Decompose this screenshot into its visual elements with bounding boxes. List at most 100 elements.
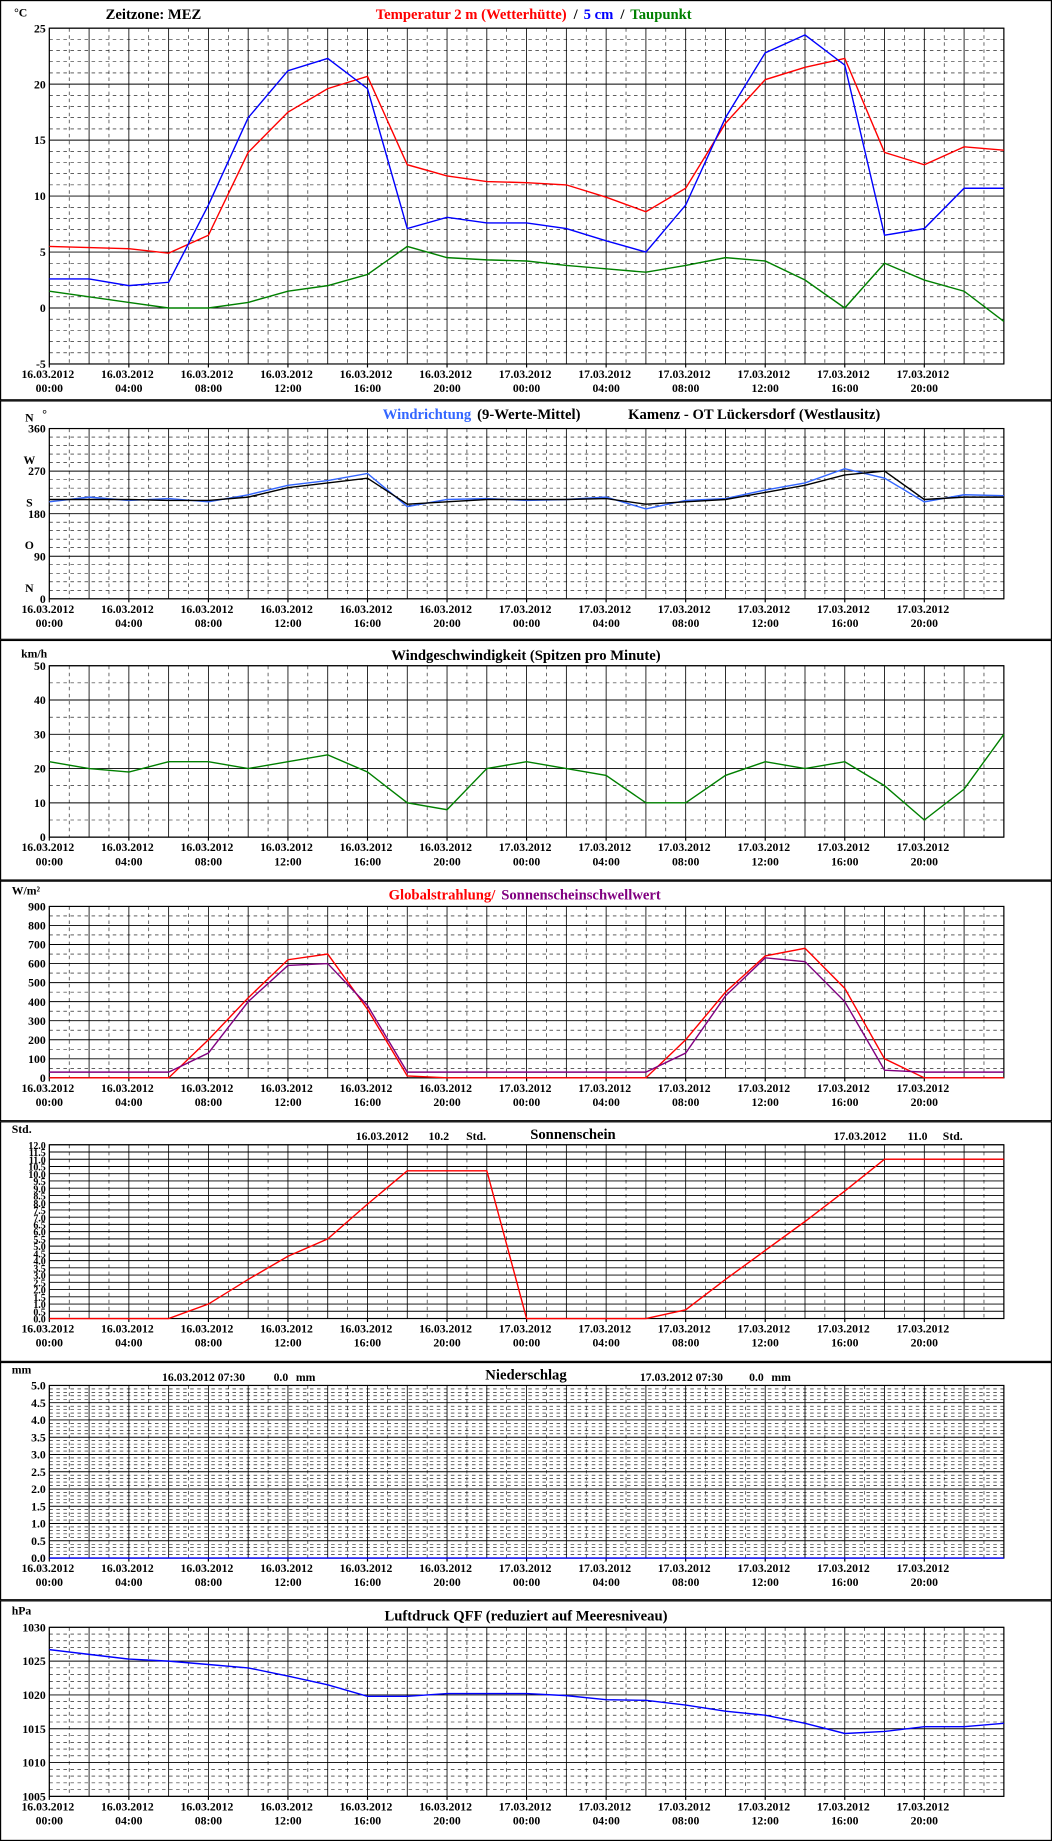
x-tick-time: 00:00 — [36, 382, 64, 395]
y-tick-label: 400 — [28, 996, 46, 1009]
x-tick-time: 12:00 — [752, 1337, 780, 1350]
series-line — [49, 1158, 1004, 1320]
x-tick-label: 17.03.2012 04:00 — [578, 1082, 634, 1109]
y-tick-label: 100 — [28, 1053, 46, 1066]
x-tick-time: 20:00 — [433, 1337, 461, 1350]
x-tick-time: 04:00 — [115, 382, 143, 395]
compass-label: O — [25, 539, 34, 552]
x-tick-time: 16:00 — [831, 382, 859, 395]
plot-border — [48, 665, 1005, 838]
x-tick-label: 17.03.2012 12:00 — [737, 841, 793, 868]
x-tick-label: 17.03.2012 00:00 — [499, 368, 555, 395]
y-tick-label: 0.5 — [31, 1535, 46, 1548]
x-tick-label: 16.03.2012 08:00 — [181, 1323, 237, 1350]
x-tick-time: 16:00 — [831, 1337, 859, 1350]
annotation: 16.03.2012 07:30 — [162, 1371, 245, 1384]
y-tick-label: 1030 — [22, 1621, 46, 1634]
x-tick-label: 16.03.2012 00:00 — [21, 1082, 77, 1109]
y-tick-label: 0 — [40, 1072, 46, 1085]
x-tick-date: 16.03.2012 — [419, 1082, 475, 1095]
y-tick-label: 900 — [28, 901, 46, 914]
x-tick-date: 17.03.2012 — [817, 1082, 873, 1095]
x-tick-date: 16.03.2012 — [340, 603, 396, 616]
x-tick-label: 16.03.2012 00:00 — [21, 841, 77, 868]
y-tick-label: 20 — [34, 763, 46, 776]
x-tick-label: 17.03.2012 12:00 — [737, 1082, 793, 1109]
x-tick-time: 12:00 — [274, 382, 302, 395]
x-tick-date: 16.03.2012 — [260, 368, 316, 381]
x-tick-date: 16.03.2012 — [101, 841, 157, 854]
x-tick-date: 16.03.2012 — [419, 1800, 475, 1813]
y-unit: W/m² — [12, 885, 41, 898]
x-tick-label: 17.03.2012 20:00 — [896, 1562, 952, 1589]
x-tick-label: 16.03.2012 08:00 — [181, 841, 237, 868]
x-tick-date: 16.03.2012 — [21, 1082, 77, 1095]
x-tick-date: 16.03.2012 — [260, 603, 316, 616]
x-tick-time: 12:00 — [274, 1337, 302, 1350]
x-tick-time: 16:00 — [831, 1096, 859, 1109]
annotation: mm — [771, 1371, 791, 1384]
legend-separator: / — [573, 7, 579, 23]
x-tick-date: 17.03.2012 — [658, 1082, 714, 1095]
x-tick-time: 00:00 — [513, 855, 541, 868]
x-tick-label: 16.03.2012 08:00 — [181, 368, 237, 395]
x-tick-date: 17.03.2012 — [578, 841, 634, 854]
x-tick-date: 17.03.2012 — [737, 603, 793, 616]
legend-entry: Sonnenscheinschwellwert — [501, 887, 661, 903]
x-tick-time: 20:00 — [433, 382, 461, 395]
annotation: 16.03.2012 — [356, 1130, 409, 1143]
x-tick-label: 16.03.2012 00:00 — [21, 603, 77, 630]
x-tick-label: 17.03.2012 00:00 — [499, 1323, 555, 1350]
x-tick-date: 17.03.2012 — [658, 841, 714, 854]
x-tick-time: 00:00 — [513, 382, 541, 395]
y-tick-label: 6.0 — [33, 1228, 45, 1239]
x-tick-date: 16.03.2012 — [419, 603, 475, 616]
x-tick-label: 17.03.2012 16:00 — [817, 603, 873, 630]
y-tick-label: 200 — [28, 1034, 46, 1047]
x-tick-date: 17.03.2012 — [817, 841, 873, 854]
y-tick-label: 8.0 — [33, 1199, 45, 1210]
x-tick-date: 17.03.2012 — [896, 1562, 952, 1575]
x-tick-label: 17.03.2012 08:00 — [658, 1082, 714, 1109]
x-tick-date: 17.03.2012 — [817, 603, 873, 616]
x-tick-label: 16.03.2012 04:00 — [101, 1562, 157, 1589]
legend-entry: Temperatur 2 m (Wetterhütte) — [376, 7, 567, 23]
x-tick-label: 16.03.2012 16:00 — [340, 603, 396, 630]
x-tick-time: 12:00 — [752, 617, 780, 630]
x-tick-time: 08:00 — [672, 855, 700, 868]
legend-entry: Taupunkt — [630, 7, 692, 23]
panel-title: Niederschlag — [485, 1368, 567, 1384]
y-tick-label: 1.0 — [33, 1300, 45, 1311]
legend: Windrichtung (9-Werte-Mittel) — [383, 407, 581, 423]
annotation: Std. — [943, 1130, 963, 1143]
x-tick-label: 16.03.2012 00:00 — [21, 368, 77, 395]
x-tick-label: 17.03.2012 12:00 — [737, 1800, 793, 1827]
x-tick-label: 17.03.2012 08:00 — [658, 841, 714, 868]
x-tick-time: 08:00 — [672, 1576, 700, 1589]
annotation: 0.0 — [749, 1371, 764, 1384]
x-tick-label: 17.03.2012 16:00 — [817, 1082, 873, 1109]
x-tick-date: 16.03.2012 — [181, 841, 237, 854]
x-tick-time: 12:00 — [752, 855, 780, 868]
x-tick-time: 04:00 — [592, 1337, 620, 1350]
x-tick-date: 16.03.2012 — [181, 1082, 237, 1095]
x-tick-label: 17.03.2012 20:00 — [896, 1800, 952, 1827]
x-tick-date: 16.03.2012 — [260, 1323, 316, 1336]
y-tick-label: 5 — [40, 246, 46, 259]
x-tick-label: 16.03.2012 20:00 — [419, 1082, 475, 1109]
x-tick-date: 16.03.2012 — [260, 1082, 316, 1095]
x-tick-date: 17.03.2012 — [737, 841, 793, 854]
x-tick-date: 17.03.2012 — [896, 841, 952, 854]
x-tick-label: 17.03.2012 08:00 — [658, 603, 714, 630]
compass-label: W — [23, 454, 35, 467]
x-tick-time: 20:00 — [433, 855, 461, 868]
x-tick-time: 04:00 — [115, 1576, 143, 1589]
x-tick-date: 16.03.2012 — [101, 1323, 157, 1336]
annotation: mm — [296, 1371, 316, 1384]
compass-label: S — [26, 497, 33, 510]
x-tick-label: 16.03.2012 20:00 — [419, 1562, 475, 1589]
x-tick-label: 16.03.2012 08:00 — [181, 603, 237, 630]
y-tick-label: 5.5 — [33, 1235, 45, 1246]
